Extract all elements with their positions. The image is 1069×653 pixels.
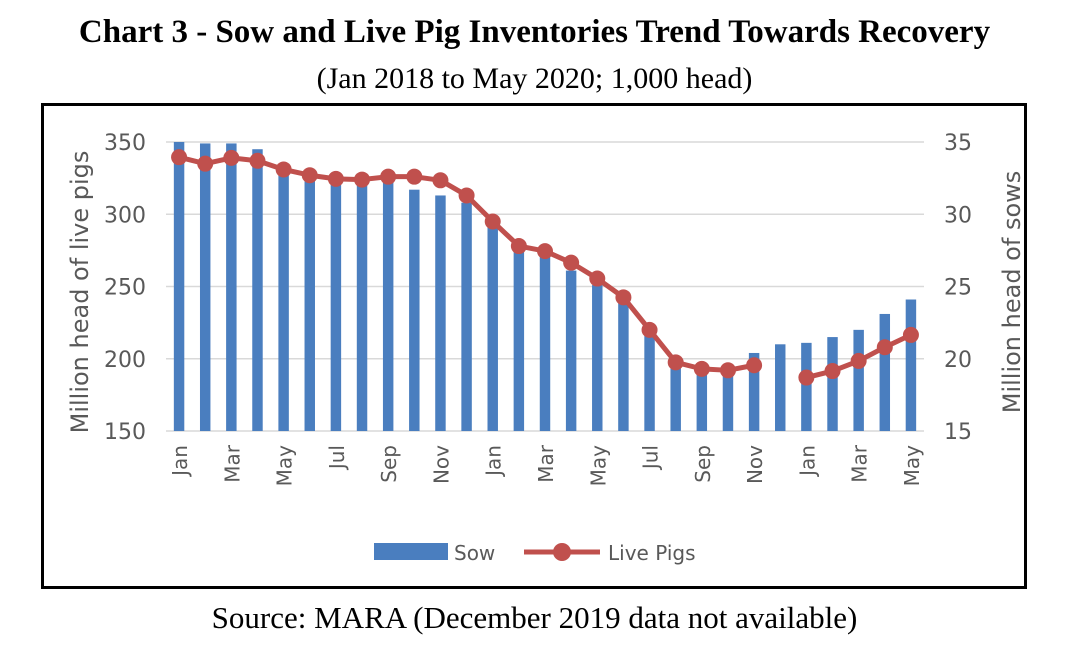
sow-bar [827,337,838,431]
live-pigs-point [171,149,188,166]
right-axis-tick-label: 25 [944,276,972,301]
live-pigs-point [589,270,606,287]
chart-title: Chart 3 - Sow and Live Pig Inventories T… [78,14,991,50]
sow-bar [592,285,603,431]
sow-bar [879,313,891,431]
sow-bar [278,170,289,431]
sow-bar [226,143,237,431]
x-axis-tick-label: Mar [848,444,872,483]
left-axis-tick-label: 350 [104,131,146,156]
x-axis-tick-label: Sep [691,445,715,483]
sow-bar [853,329,864,431]
legend-live-pigs-label: Live Pigs [608,541,696,565]
sow-bar [801,342,812,431]
sow-bar [565,270,577,431]
live-pigs-point [275,161,292,178]
chart-source-note: Source: MARA (December 2019 data not ava… [211,600,858,635]
sow-bar [618,302,629,431]
x-axis-tick-label: Jan [482,445,506,478]
x-axis-tick-label: Nov [743,445,767,484]
live-pigs-point [432,172,449,189]
left-axis-tick-label: 300 [104,203,146,228]
legend-sow-swatch [374,543,448,560]
left-axis-tick-label: 200 [104,348,146,373]
live-pigs-point [824,363,841,380]
live-pigs-point [380,168,397,185]
sow-bar [722,368,734,431]
sow-bar [461,202,472,431]
right-axis-tick-label: 20 [944,348,972,373]
sow-bar [199,143,211,431]
live-pigs-point [354,171,371,188]
live-pigs-point [537,243,553,260]
live-pigs-point [249,152,266,169]
live-pigs-point [327,170,344,187]
sow-bar [644,334,655,431]
right-axis-tick-label: 35 [944,131,972,156]
sow-bar [513,250,525,431]
live-pigs-point [719,362,736,379]
right-axis-ticks: 15 20 25 30 35 [944,131,972,445]
x-axis-tick-label: Sep [377,445,401,483]
live-pigs-point [484,213,501,230]
sow-bar [356,183,368,431]
live-pigs-line [171,149,919,386]
live-pigs-point [667,354,684,371]
left-axis-label: Million head of live pigs [66,151,94,434]
x-axis-tick-label: Jul [639,445,663,471]
live-pigs-point [693,360,710,377]
live-pigs-point [197,155,214,172]
x-axis-tick-label: Nov [429,445,453,484]
live-pigs-point [458,187,475,204]
chart-subtitle: (Jan 2018 to May 2020; 1,000 head) [316,62,753,95]
chart-svg: 150 200 250 300 350 15 20 25 30 35 Jan Mar May Jul S… [66,131,1026,565]
live-pigs-point [563,254,580,271]
live-pigs-point [223,149,240,166]
live-pigs-point [850,352,867,369]
sow-bar [905,299,917,431]
sow-bar [173,142,185,431]
chart-frame: 150 200 250 300 350 15 20 25 30 35 Jan Mar May Jul S… [41,103,1027,589]
x-axis-tick-label: Mar [534,444,558,483]
left-axis-ticks: 150 200 250 300 350 [104,131,146,445]
live-pigs-point [406,168,423,185]
sow-bars [173,142,917,431]
sow-bar [382,179,394,431]
sow-bar [304,176,315,431]
legend-live-pigs-marker [553,543,571,561]
live-pigs-point [876,339,893,356]
sow-bar [539,256,551,431]
live-pigs-point [902,326,919,343]
sow-bar [409,189,420,431]
legend-sow-label: Sow [454,541,495,565]
x-axis-tick-label: May [586,445,610,487]
sow-bar [670,363,681,431]
x-axis-ticks: Jan Mar May Jul Sep Nov Jan Mar May Jul Sep Nov Jan M… [168,444,924,486]
sow-bar [435,195,446,431]
x-axis-tick-label: May [273,445,297,487]
live-pigs-point [798,369,815,386]
sow-bar [775,344,786,431]
live-pigs-point [615,289,632,306]
sow-bar [487,227,498,431]
live-pigs-point [301,167,318,184]
x-axis-tick-label: Jul [325,445,349,471]
sow-bar [696,370,708,431]
legend: Sow Live Pigs [374,541,696,565]
right-axis-tick-label: 30 [944,203,972,228]
live-pigs-point [641,321,658,338]
sow-bar [748,352,760,431]
right-axis-tick-label: 15 [944,420,972,445]
live-pigs-point [746,357,763,374]
x-axis-tick-label: Jan [795,445,819,478]
live-pigs-point [510,238,527,255]
right-axis-label: Million head of sows [998,171,1024,414]
x-axis-tick-label: May [900,445,924,487]
x-axis-tick-label: Jan [168,445,192,478]
x-axis-tick-label: Mar [220,444,244,483]
sow-bar [330,181,342,431]
left-axis-tick-label: 150 [104,420,146,445]
sow-bar [252,149,263,431]
left-axis-tick-label: 250 [104,276,146,301]
